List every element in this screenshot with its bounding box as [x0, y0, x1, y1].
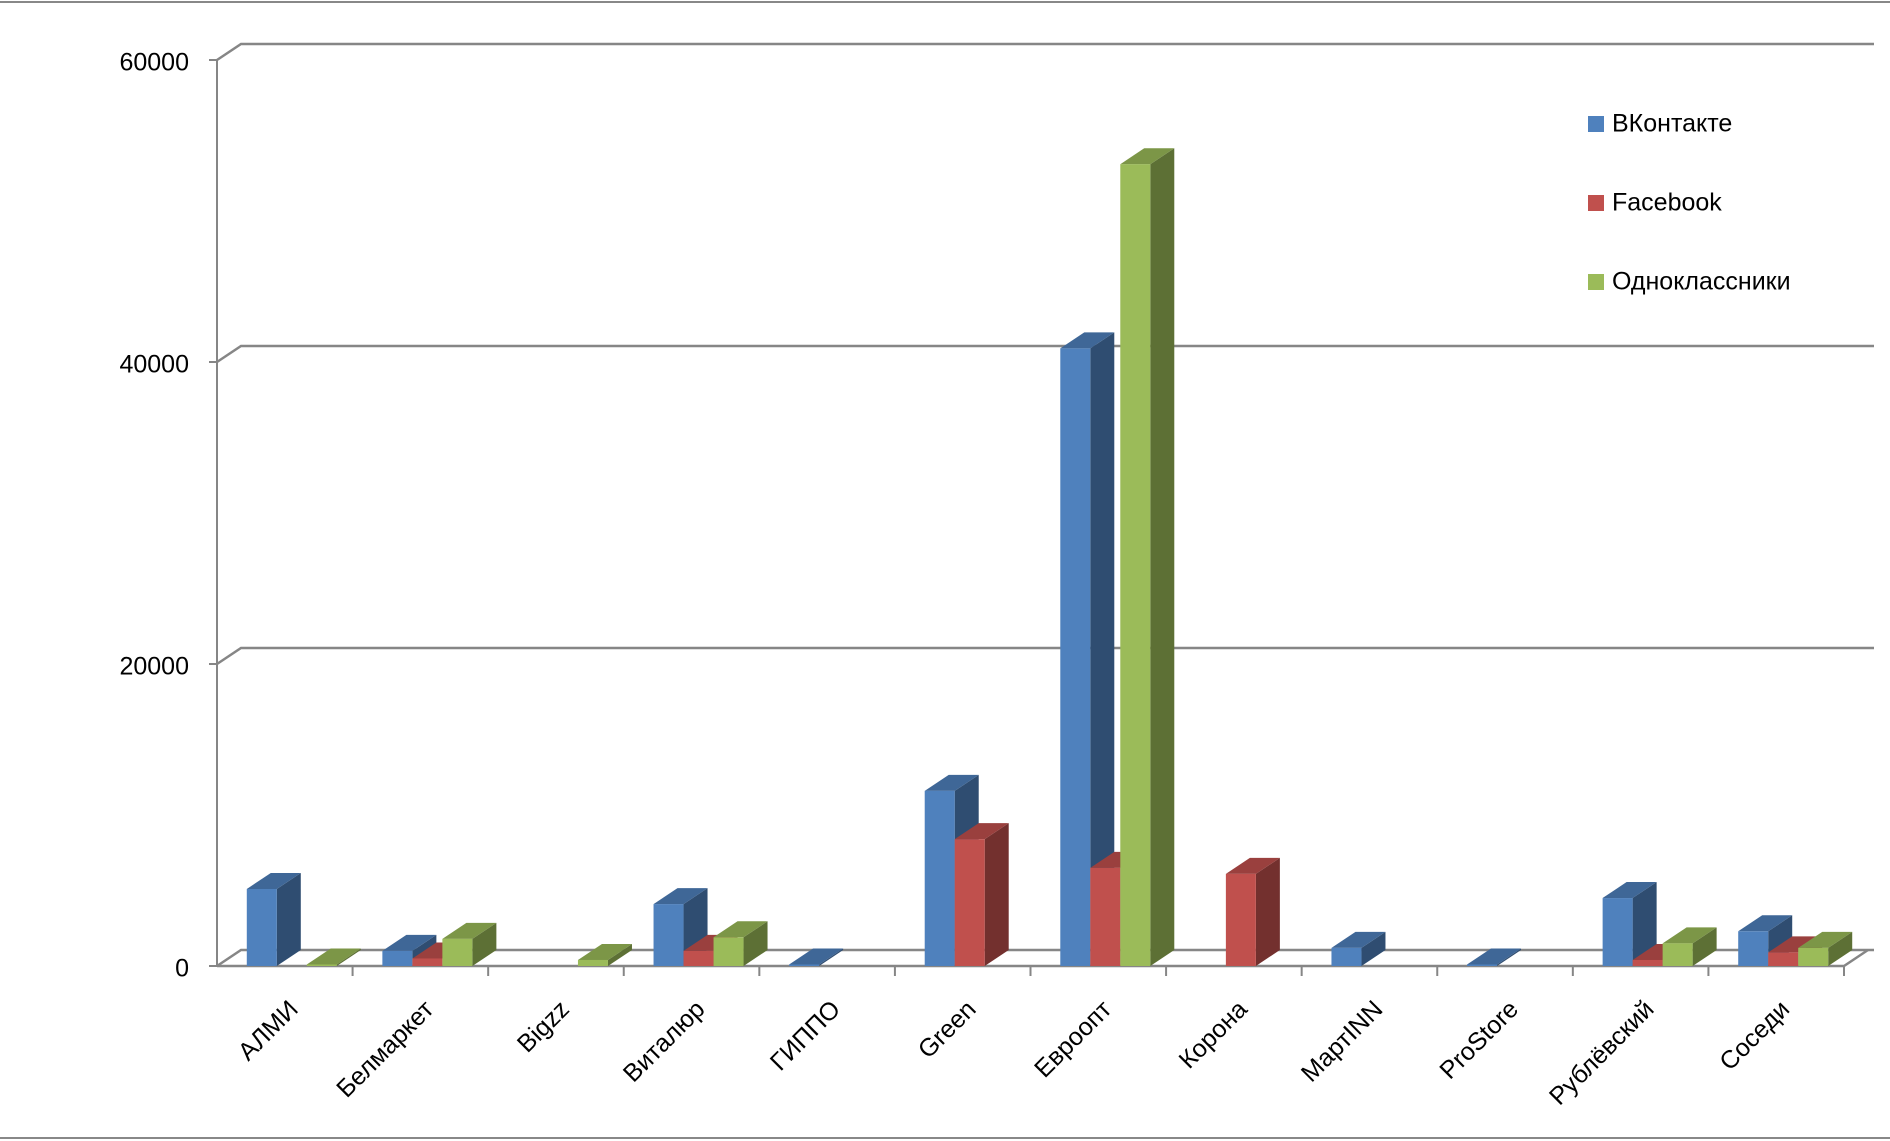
bar-top [1738, 915, 1793, 932]
bar [1602, 898, 1633, 966]
bar-top [1060, 332, 1115, 349]
bar [789, 964, 820, 966]
bar [1738, 931, 1769, 966]
bar [1120, 164, 1151, 966]
bar-top [442, 922, 497, 939]
x-tick-label: Соседи [1714, 995, 1795, 1076]
x-tick-label: Корона [1174, 995, 1253, 1074]
x-tick-label: МартINN [1296, 995, 1389, 1088]
bar [1662, 943, 1693, 966]
bar-top [577, 943, 632, 960]
bar-top [1768, 936, 1823, 953]
bar-top [1120, 148, 1175, 165]
grid-line [216, 42, 1874, 62]
bar [954, 839, 985, 966]
bar [1225, 873, 1256, 966]
legend-swatch [1588, 274, 1604, 290]
bar-side [1692, 927, 1717, 966]
y-tick-label: 20000 [119, 653, 189, 681]
legend-swatch [1588, 195, 1604, 211]
bar [1768, 952, 1799, 966]
bar-side [607, 943, 632, 966]
bar-top [246, 872, 301, 889]
bar-side [1828, 931, 1853, 966]
bar-side [743, 921, 768, 966]
bar-side [472, 922, 497, 966]
bar-side [1497, 948, 1522, 966]
bar-side [984, 823, 1009, 966]
x-tick-label: Белмаркет [331, 995, 439, 1103]
bar [1090, 867, 1121, 966]
y-tick-label: 0 [175, 955, 189, 983]
bar [382, 950, 413, 966]
x-tick-label: Евроопт [1029, 995, 1118, 1084]
bar [1467, 964, 1498, 966]
bar [713, 937, 744, 966]
legend-label: Facebook [1612, 189, 1722, 217]
bar [1798, 947, 1829, 966]
bar-top [954, 823, 1009, 840]
bar [1331, 947, 1362, 966]
x-tick-label: Рублёвский [1544, 995, 1660, 1111]
bar-top [789, 948, 844, 965]
bar-top [1467, 948, 1522, 965]
bar-side [819, 948, 844, 966]
bar-top [1331, 931, 1386, 948]
grid-line [216, 646, 1874, 666]
legend-swatch [1588, 116, 1604, 132]
bar-top [653, 888, 708, 905]
bar-side [1632, 882, 1657, 966]
bar [1632, 959, 1663, 966]
x-tick-label: АЛМИ [233, 995, 304, 1066]
y-tick-label: 60000 [119, 49, 189, 77]
bar-top [306, 948, 361, 965]
bar [683, 950, 714, 966]
bar-side [336, 948, 361, 966]
bar-side [1090, 332, 1115, 966]
bar-top [1798, 931, 1853, 948]
bar [306, 964, 337, 966]
grid-line [216, 948, 1874, 968]
x-tick-label: Green [913, 995, 982, 1064]
y-tick-label: 40000 [119, 351, 189, 379]
bar [577, 959, 608, 966]
grid-line [216, 344, 1874, 364]
x-tick-label: Bigzz [512, 995, 575, 1058]
bar [653, 904, 684, 966]
x-tick-label: Виталюр [618, 995, 711, 1088]
bar-side [1361, 931, 1386, 966]
bar-top [1225, 857, 1280, 874]
x-tick-label: ГИППО [765, 995, 846, 1076]
bar [1060, 348, 1091, 966]
bar [442, 938, 473, 966]
bar-top [382, 934, 437, 951]
bar-side [276, 872, 301, 966]
x-tick-label: ProStore [1434, 995, 1524, 1085]
legend-label: Одноклассники [1612, 268, 1791, 296]
bar-side [1150, 148, 1175, 966]
bar-top [924, 774, 979, 791]
bar-top [713, 921, 768, 938]
bar [246, 888, 277, 966]
bar-top [1662, 927, 1717, 944]
bar-side [1255, 857, 1280, 966]
bar [412, 958, 443, 966]
legend-label: ВКонтакте [1612, 110, 1732, 138]
bar [924, 790, 955, 966]
bar-top [1602, 882, 1657, 899]
